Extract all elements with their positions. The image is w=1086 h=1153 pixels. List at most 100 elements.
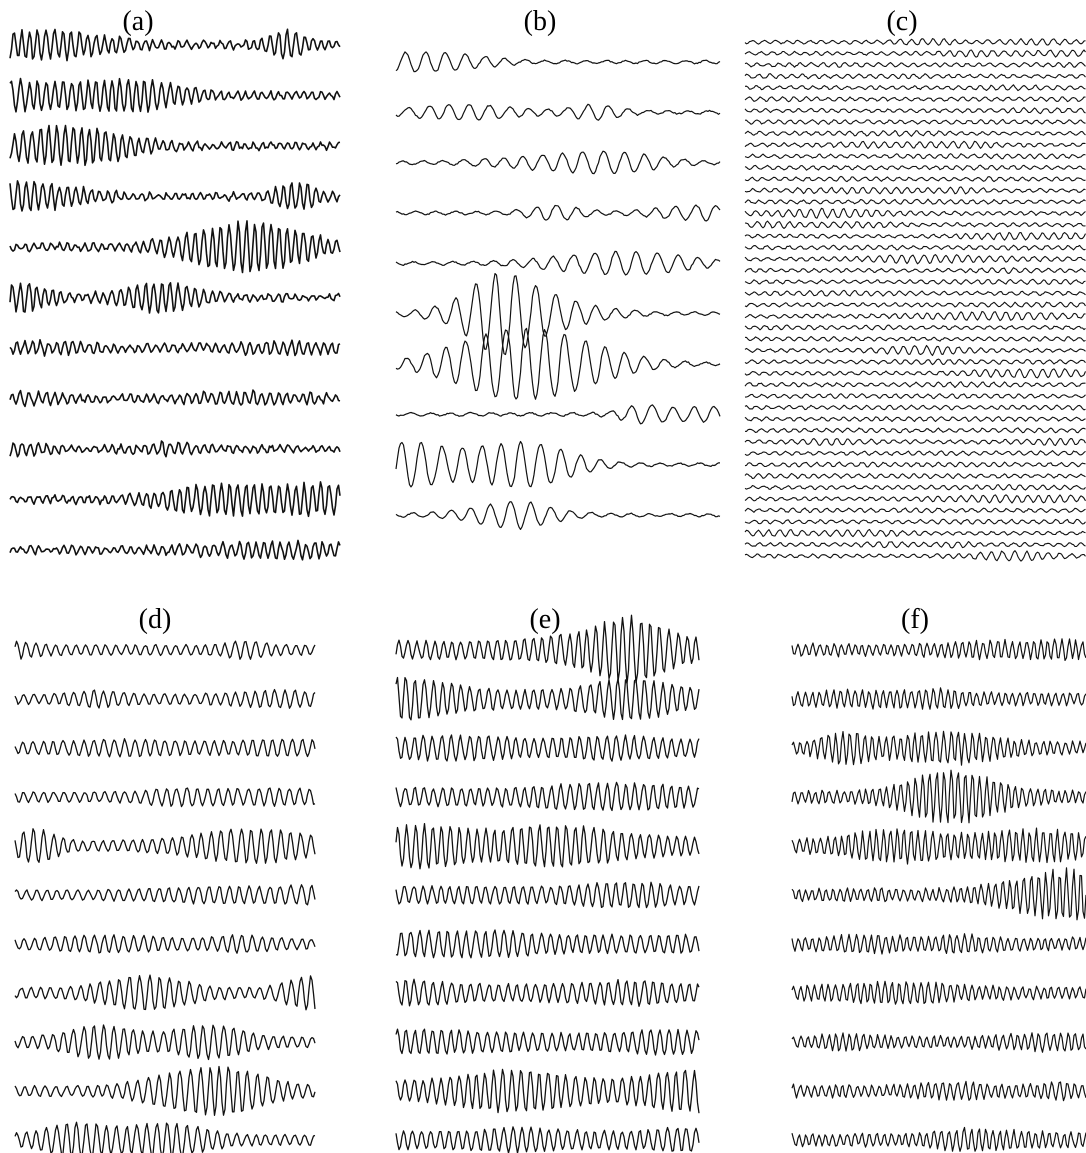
eeg-trace: [10, 126, 340, 166]
eeg-trace: [792, 688, 1086, 709]
eeg-trace: [10, 340, 340, 356]
eeg-trace: [15, 1025, 315, 1060]
eeg-trace: [15, 1067, 315, 1116]
panel-label: (c): [886, 6, 917, 37]
eeg-trace: [10, 390, 340, 406]
eeg-trace: [792, 868, 1086, 920]
eeg-trace: [15, 885, 315, 905]
eeg-trace: [745, 85, 1086, 91]
eeg-trace: [745, 394, 1086, 399]
eeg-trace: [792, 1033, 1086, 1052]
eeg-trace: [396, 205, 720, 221]
panel-label: (f): [901, 604, 929, 635]
eeg-trace: [745, 417, 1086, 422]
eeg-trace: [396, 274, 720, 355]
eeg-trace: [396, 979, 699, 1006]
eeg-trace: [396, 824, 699, 869]
page: (a) (b) (c) (d) (e) (f) (() => { const d…: [0, 0, 1086, 1153]
eeg-trace: [745, 382, 1086, 388]
eeg-trace: [15, 935, 315, 953]
eeg-trace: [396, 405, 720, 424]
eeg-trace: [10, 79, 340, 113]
panel-label: (a): [122, 6, 153, 37]
eeg-trace: [792, 639, 1086, 661]
eeg-trace: [745, 74, 1086, 79]
eeg-trace: [745, 290, 1086, 296]
eeg-trace: [792, 1081, 1086, 1100]
eeg-trace: [10, 441, 340, 457]
eeg-trace: [745, 221, 1086, 228]
eeg-trace: [15, 641, 315, 659]
eeg-trace: [396, 930, 699, 958]
eeg-trace: [396, 251, 720, 275]
eeg-trace: [396, 735, 699, 761]
eeg-trace: [745, 39, 1086, 46]
eeg-trace: [745, 346, 1086, 356]
eeg-trace: [792, 981, 1086, 1004]
panel-label: (e): [529, 604, 560, 635]
eeg-trace: [10, 29, 340, 60]
eeg-trace: [745, 495, 1086, 503]
eeg-trace: [745, 119, 1086, 124]
eeg-trace: [792, 770, 1086, 823]
eeg-trace: [745, 474, 1086, 479]
eeg-trace: [396, 151, 720, 173]
eeg-trace: [745, 325, 1086, 330]
eeg-trace: [745, 245, 1086, 250]
eeg-trace: [10, 540, 340, 559]
eeg-trace: [745, 551, 1086, 561]
eeg-trace: [745, 131, 1086, 137]
eeg-trace: [396, 328, 720, 399]
eeg-trace: [745, 337, 1086, 342]
eeg-trace: [745, 50, 1086, 57]
eeg-trace: [745, 438, 1086, 445]
eeg-trace: [396, 442, 720, 487]
eeg-trace: [745, 268, 1086, 274]
eeg-trace: [745, 462, 1086, 467]
eeg-trace: [396, 1029, 699, 1055]
eeg-trace: [745, 508, 1086, 513]
eeg-trace: [396, 882, 699, 907]
eeg-trace: [745, 62, 1086, 67]
eeg-trace: [396, 52, 720, 72]
eeg-trace: [745, 529, 1086, 536]
eeg-trace: [745, 451, 1086, 456]
eeg-trace: [745, 302, 1086, 307]
eeg-trace: [396, 1069, 699, 1113]
eeg-trace: [745, 108, 1086, 114]
panel-label: (d): [139, 604, 172, 635]
eeg-trace: [15, 975, 315, 1010]
eeg-trace: [396, 502, 720, 530]
eeg-trace: [745, 542, 1086, 548]
eeg-trace: [745, 519, 1086, 524]
eeg-trace: [792, 731, 1086, 765]
eeg-trace: [792, 1128, 1086, 1152]
eeg-trace: [745, 405, 1086, 410]
eeg-trace: [15, 829, 315, 864]
eeg-trace: [745, 141, 1086, 148]
eeg-trace: [396, 782, 699, 810]
eeg-trace: [745, 232, 1086, 240]
eeg-trace: [745, 176, 1086, 181]
eeg-trace: [745, 279, 1086, 284]
eeg-trace: [745, 312, 1086, 321]
eeg-trace: [15, 1122, 315, 1153]
eeg-trace: [396, 678, 699, 720]
eeg-trace: [745, 97, 1086, 102]
eeg-trace: [10, 482, 340, 516]
eeg-trace: [745, 485, 1086, 491]
eeg-trace: [15, 739, 315, 757]
eeg-trace: [745, 369, 1086, 378]
eeg-trace: [15, 788, 315, 807]
figure: (a) (b) (c) (d) (e) (f): [0, 0, 1086, 1153]
panel-label: (b): [524, 6, 557, 37]
eeg-trace: [396, 1127, 699, 1153]
eeg-trace: [745, 359, 1086, 365]
eeg-trace: [15, 690, 315, 709]
eeg-trace: [396, 104, 720, 120]
eeg-trace: [745, 255, 1086, 264]
eeg-trace: [792, 934, 1086, 954]
eeg-trace: [10, 221, 340, 273]
eeg-trace: [745, 154, 1086, 159]
eeg-trace: [792, 828, 1086, 864]
